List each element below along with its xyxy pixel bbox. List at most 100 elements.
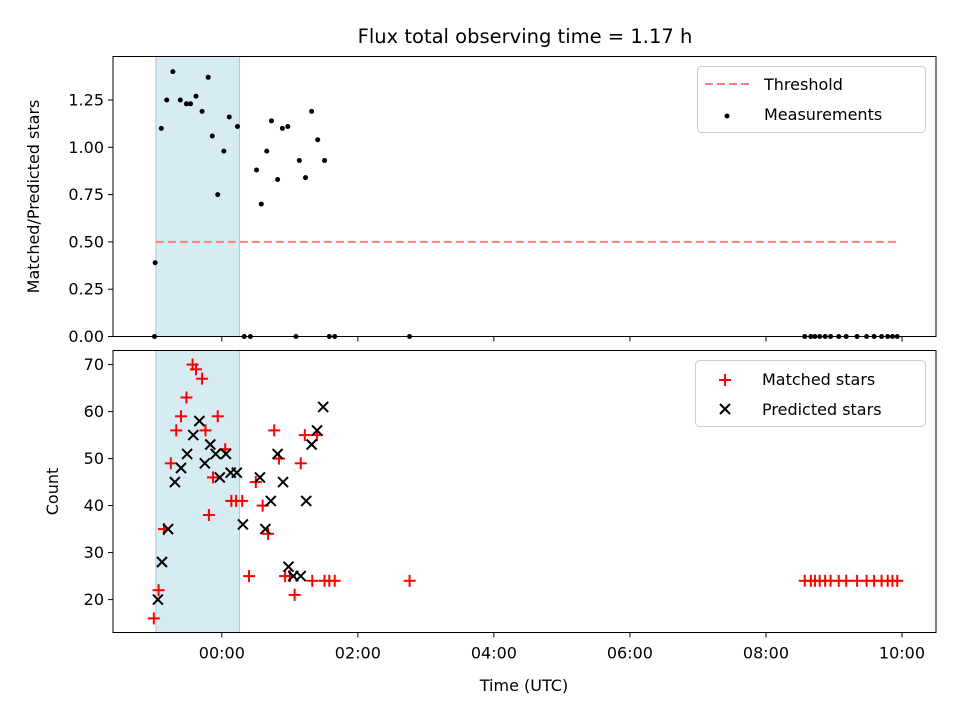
predicted-star-point xyxy=(169,476,181,488)
measurement-point xyxy=(152,260,158,266)
x-tick-label: 02:00 xyxy=(335,644,381,663)
count-panel-frame xyxy=(112,350,937,633)
y-tick-label: 50 xyxy=(84,449,104,468)
measurement-point xyxy=(264,148,270,154)
predicted-star-point xyxy=(187,429,199,441)
predicted-star-point xyxy=(204,438,216,451)
measurements-legend-label: Measurements xyxy=(764,105,882,124)
matched-star-point xyxy=(175,410,188,423)
y-tick-label: 0.75 xyxy=(68,185,104,204)
count-panel: 20 30 40 50 60 70 00:00 02:00 04:00 06:00 08:00 10… xyxy=(43,350,937,695)
y-tick-label: 60 xyxy=(84,402,104,421)
measurement-point xyxy=(209,133,215,139)
y-tick-label: 0.50 xyxy=(68,232,104,251)
matched-star-point xyxy=(152,584,165,597)
predicted-star-point xyxy=(317,401,329,413)
predicted-legend-marker xyxy=(719,403,731,415)
predicted-star-point xyxy=(175,462,187,474)
measurement-point xyxy=(254,167,260,173)
measurement-point xyxy=(226,114,232,120)
predicted-star-stroke xyxy=(300,495,312,507)
measurement-point xyxy=(199,108,205,114)
matched-star-point xyxy=(199,424,212,437)
count-legend-box xyxy=(695,360,926,427)
y-tick-label: 0.25 xyxy=(68,280,104,299)
predicted-star-stroke xyxy=(199,457,211,470)
predicted-star-point xyxy=(152,593,164,606)
count-series xyxy=(147,358,904,625)
predicted-star-point xyxy=(220,448,232,460)
predicted-star-point xyxy=(209,448,222,460)
predicted-star-stroke xyxy=(277,476,289,488)
y-tick-label: 30 xyxy=(84,543,104,562)
matched-star-point xyxy=(840,574,853,587)
measurement-point xyxy=(158,125,164,131)
observing-window-band xyxy=(155,56,241,337)
measurement-point xyxy=(285,124,291,129)
x-tick-label: 00:00 xyxy=(199,644,245,663)
predicted-star-point xyxy=(300,495,312,507)
ratio-y-axis-label: Matched/Predicted stars xyxy=(24,100,43,294)
measurement-point xyxy=(258,201,264,207)
predicted-legend-label: Predicted stars xyxy=(762,400,882,419)
predicted-star-stroke xyxy=(214,471,226,484)
predicted-star-point xyxy=(277,476,289,488)
predicted-star-point xyxy=(214,471,226,484)
matched-legend-label: Matched stars xyxy=(762,370,875,389)
matched-star-point xyxy=(288,588,301,601)
measurement-point xyxy=(322,158,328,164)
matched-star-point xyxy=(262,527,275,540)
count-x-axis-label: Time (UTC) xyxy=(479,676,568,695)
predicted-star-stroke xyxy=(254,471,266,484)
measurement-point xyxy=(164,97,170,103)
x-tick-label: 06:00 xyxy=(607,644,653,663)
matched-star-point xyxy=(236,494,249,507)
matched-star-point xyxy=(164,457,177,470)
measurement-point xyxy=(188,101,194,107)
matched-star-point xyxy=(170,424,183,437)
matched-star-point xyxy=(891,574,904,587)
predicted-star-point xyxy=(311,424,323,437)
predicted-star-point xyxy=(259,523,272,535)
predicted-star-point xyxy=(295,570,307,582)
matched-star-point xyxy=(196,372,209,385)
predicted-star-stroke xyxy=(282,560,295,573)
matched-star-point xyxy=(202,509,215,521)
predicted-star-stroke xyxy=(311,424,323,437)
predicted-star-point xyxy=(305,438,318,451)
predicted-star-point xyxy=(193,415,206,427)
predicted-star-point xyxy=(231,466,243,479)
predicted-star-stroke xyxy=(156,556,168,568)
x-tick-label: 08:00 xyxy=(743,644,789,663)
predicted-star-stroke xyxy=(152,593,164,606)
count-x-axis: 00:00 02:00 04:00 06:00 08:00 10:00 xyxy=(199,632,925,663)
measurement-point xyxy=(177,97,183,103)
measurement-point xyxy=(275,176,281,182)
measurement-point xyxy=(268,118,274,124)
predicted-star-point xyxy=(162,523,174,535)
measurements-legend-marker xyxy=(724,113,730,119)
measurement-point xyxy=(205,74,211,80)
matched-star-point xyxy=(206,471,219,484)
shaded-interval-rect xyxy=(155,350,241,633)
measurement-point xyxy=(221,148,227,154)
predicted-star-point xyxy=(237,518,249,531)
observing-window-band-bottom xyxy=(155,350,241,633)
matched-star-point xyxy=(189,363,202,376)
predicted-star-stroke xyxy=(169,476,181,488)
measurement-point xyxy=(170,69,176,75)
predicted-star-point xyxy=(254,471,266,484)
measurement-point xyxy=(183,101,189,107)
x-tick-label: 04:00 xyxy=(471,644,517,663)
measurement-point xyxy=(215,192,221,198)
y-tick-label: 70 xyxy=(84,355,104,374)
measurement-point xyxy=(315,137,321,143)
predicted-star-stroke xyxy=(220,448,232,460)
predicted-star-point xyxy=(282,560,295,573)
measurement-point xyxy=(302,175,308,181)
predicted-star-stroke xyxy=(295,570,307,582)
matched-star-point xyxy=(180,391,193,404)
measurement-point xyxy=(193,93,199,99)
matched-star-point xyxy=(403,574,416,587)
